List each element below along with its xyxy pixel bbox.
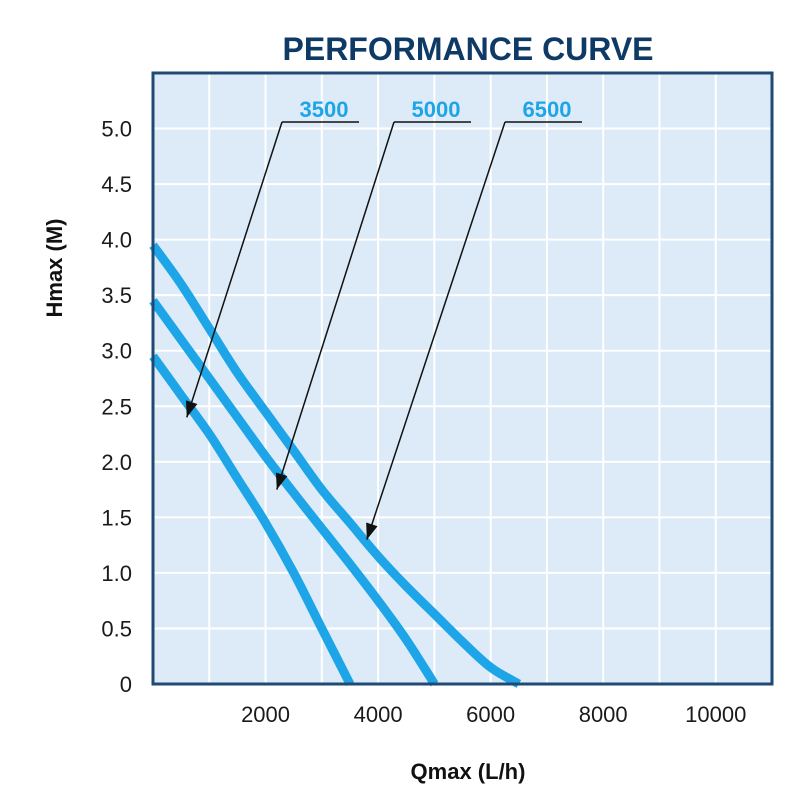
annotation-arrowhead-6500 bbox=[366, 522, 378, 540]
y-tick-label: 4.5 bbox=[101, 172, 132, 197]
chart-title: PERFORMANCE CURVE bbox=[283, 31, 654, 67]
y-tick-label: 0 bbox=[120, 672, 132, 697]
y-tick-label: 5.0 bbox=[101, 117, 132, 142]
x-tick-label: 4000 bbox=[354, 702, 403, 727]
y-tick-label: 3.0 bbox=[101, 339, 132, 364]
series-label-3500: 3500 bbox=[300, 97, 349, 122]
x-tick-label: 2000 bbox=[241, 702, 290, 727]
curve-6500 bbox=[149, 242, 522, 688]
y-tick-label: 2.0 bbox=[101, 450, 132, 475]
y-tick-label: 4.0 bbox=[101, 228, 132, 253]
y-tick-label: 1.0 bbox=[101, 561, 132, 586]
x-tick-label: 8000 bbox=[579, 702, 628, 727]
annotation-arrow-line-5000 bbox=[276, 121, 395, 490]
y-tick-label: 2.5 bbox=[101, 394, 132, 419]
x-tick-label: 10000 bbox=[685, 702, 746, 727]
series-label-6500: 6500 bbox=[523, 97, 572, 122]
curve-5000 bbox=[149, 298, 439, 687]
plot-background bbox=[153, 73, 772, 684]
annotation-arrow-line-3500 bbox=[186, 121, 283, 418]
y-tick-label: 0.5 bbox=[101, 616, 132, 641]
annotation-arrowhead-5000 bbox=[275, 472, 288, 490]
annotation-arrowhead-3500 bbox=[185, 400, 198, 418]
x-tick-label: 6000 bbox=[466, 702, 515, 727]
x-axis-label: Qmax (L/h) bbox=[411, 759, 526, 784]
series-label-5000: 5000 bbox=[412, 97, 461, 122]
annotation-arrow-line-6500 bbox=[366, 121, 506, 540]
y-tick-label: 1.5 bbox=[101, 505, 132, 530]
y-axis-label: Hmax (M) bbox=[42, 218, 67, 317]
y-tick-label: 3.5 bbox=[101, 283, 132, 308]
plot-border bbox=[151, 71, 774, 686]
curve-3500 bbox=[149, 353, 355, 687]
